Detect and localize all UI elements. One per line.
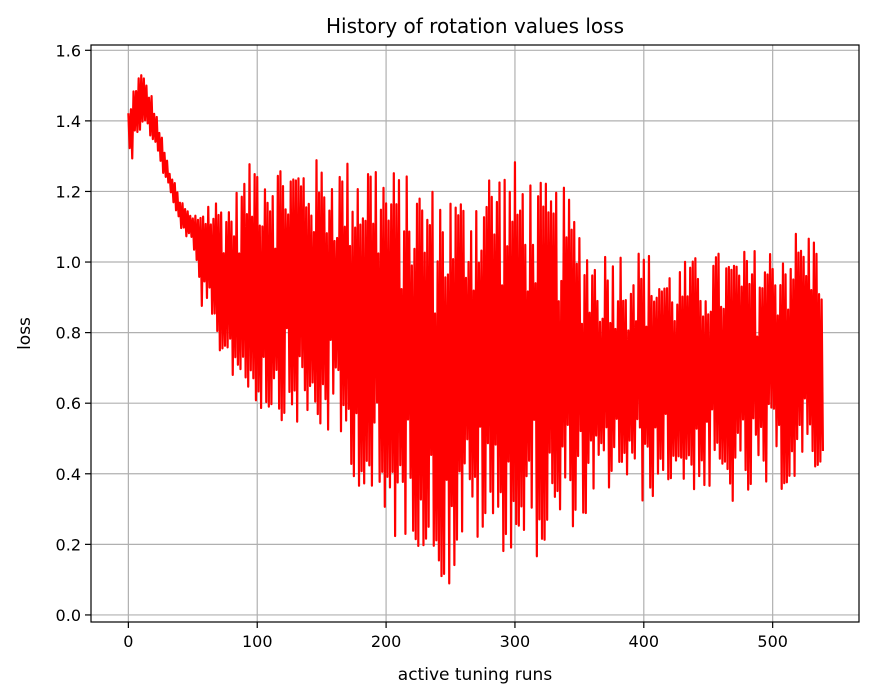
x-tick-label: 400 [629,632,660,651]
axes-frame [90,44,860,623]
y-tick-label: 1.2 [56,182,81,201]
chart-title: History of rotation values loss [326,14,624,38]
loss-series-line [127,74,825,585]
y-tick-label: 0.2 [56,535,81,554]
y-tick-label: 0.0 [56,606,81,625]
x-tick-label: 100 [242,632,273,651]
x-axis-label: active tuning runs [398,665,553,685]
x-tick-label: 500 [757,632,788,651]
x-tick-label: 200 [371,632,402,651]
y-tick-label: 1.0 [56,253,81,272]
y-axis-label: loss [15,317,35,350]
series-layer [127,74,825,585]
x-tick-label: 0 [123,632,133,651]
x-tick-label: 300 [500,632,531,651]
ticks: 0 100 200 300 400 500 0.0 0.2 0.4 0.6 0.8 1.0 1.2 1.4… [56,41,788,651]
y-tick-label: 1.4 [56,112,81,131]
y-tick-label: 0.8 [56,324,81,343]
y-tick-label: 0.4 [56,465,81,484]
y-tick-label: 0.6 [56,394,81,413]
y-tick-label: 1.6 [56,41,81,60]
